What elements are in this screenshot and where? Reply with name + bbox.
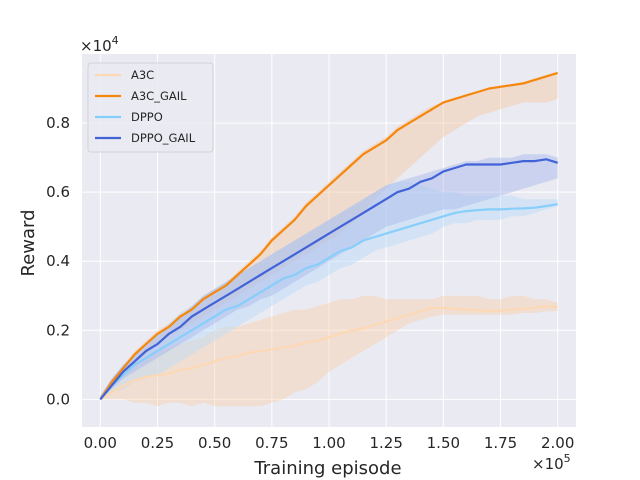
x-tick-label: 1.50 xyxy=(427,434,460,452)
a3c-gail-line xyxy=(99,71,559,401)
x-tick-label: 0.50 xyxy=(198,434,231,452)
legend-box xyxy=(87,62,214,153)
x-tick-label: 0.25 xyxy=(141,434,174,452)
x-tick-label: 1.75 xyxy=(484,434,517,452)
x-multiplier-label: ×105 xyxy=(532,452,571,473)
y-tick-label: 0.4 xyxy=(46,252,70,270)
x-axis-label: Training episode xyxy=(253,458,401,479)
x-tick-label: 0.00 xyxy=(84,434,117,452)
a3c-gail-band xyxy=(100,71,558,400)
dppo-line xyxy=(99,203,558,401)
dppo-gail-band xyxy=(100,154,558,400)
legend-label-a3c-gail: A3C_GAIL xyxy=(131,89,187,103)
x-tick-label: 2.00 xyxy=(541,434,574,452)
tick-labels: 0.00 0.25 0.50 0.75 1.00 1.25 1.50 1.75 2.00 0.0 0… xyxy=(46,114,574,452)
legend-label-a3c: A3C xyxy=(131,68,154,82)
grid-lines xyxy=(82,54,576,427)
x-tick-label: 0.75 xyxy=(255,434,288,452)
y-tick-label: 0.0 xyxy=(46,390,70,408)
y-tick-label: 0.6 xyxy=(46,183,70,201)
legend: A3C A3C_GAIL DPPO DPPO_GAIL xyxy=(87,62,214,153)
dppo-gail-line xyxy=(99,158,559,401)
a3c-band xyxy=(100,295,558,407)
y-multiplier-label: ×104 xyxy=(80,34,119,55)
x-tick-label: 1.00 xyxy=(312,434,345,452)
legend-label-dppo: DPPO xyxy=(131,110,163,124)
series-lines xyxy=(99,71,559,401)
a3c-line xyxy=(99,305,558,401)
x-tick-label: 1.25 xyxy=(369,434,402,452)
legend-label-dppo-gail: DPPO_GAIL xyxy=(131,131,196,145)
y-tick-label: 0.2 xyxy=(46,321,70,339)
y-axis-label: Reward xyxy=(18,209,39,276)
y-tick-label: 0.8 xyxy=(46,114,70,132)
